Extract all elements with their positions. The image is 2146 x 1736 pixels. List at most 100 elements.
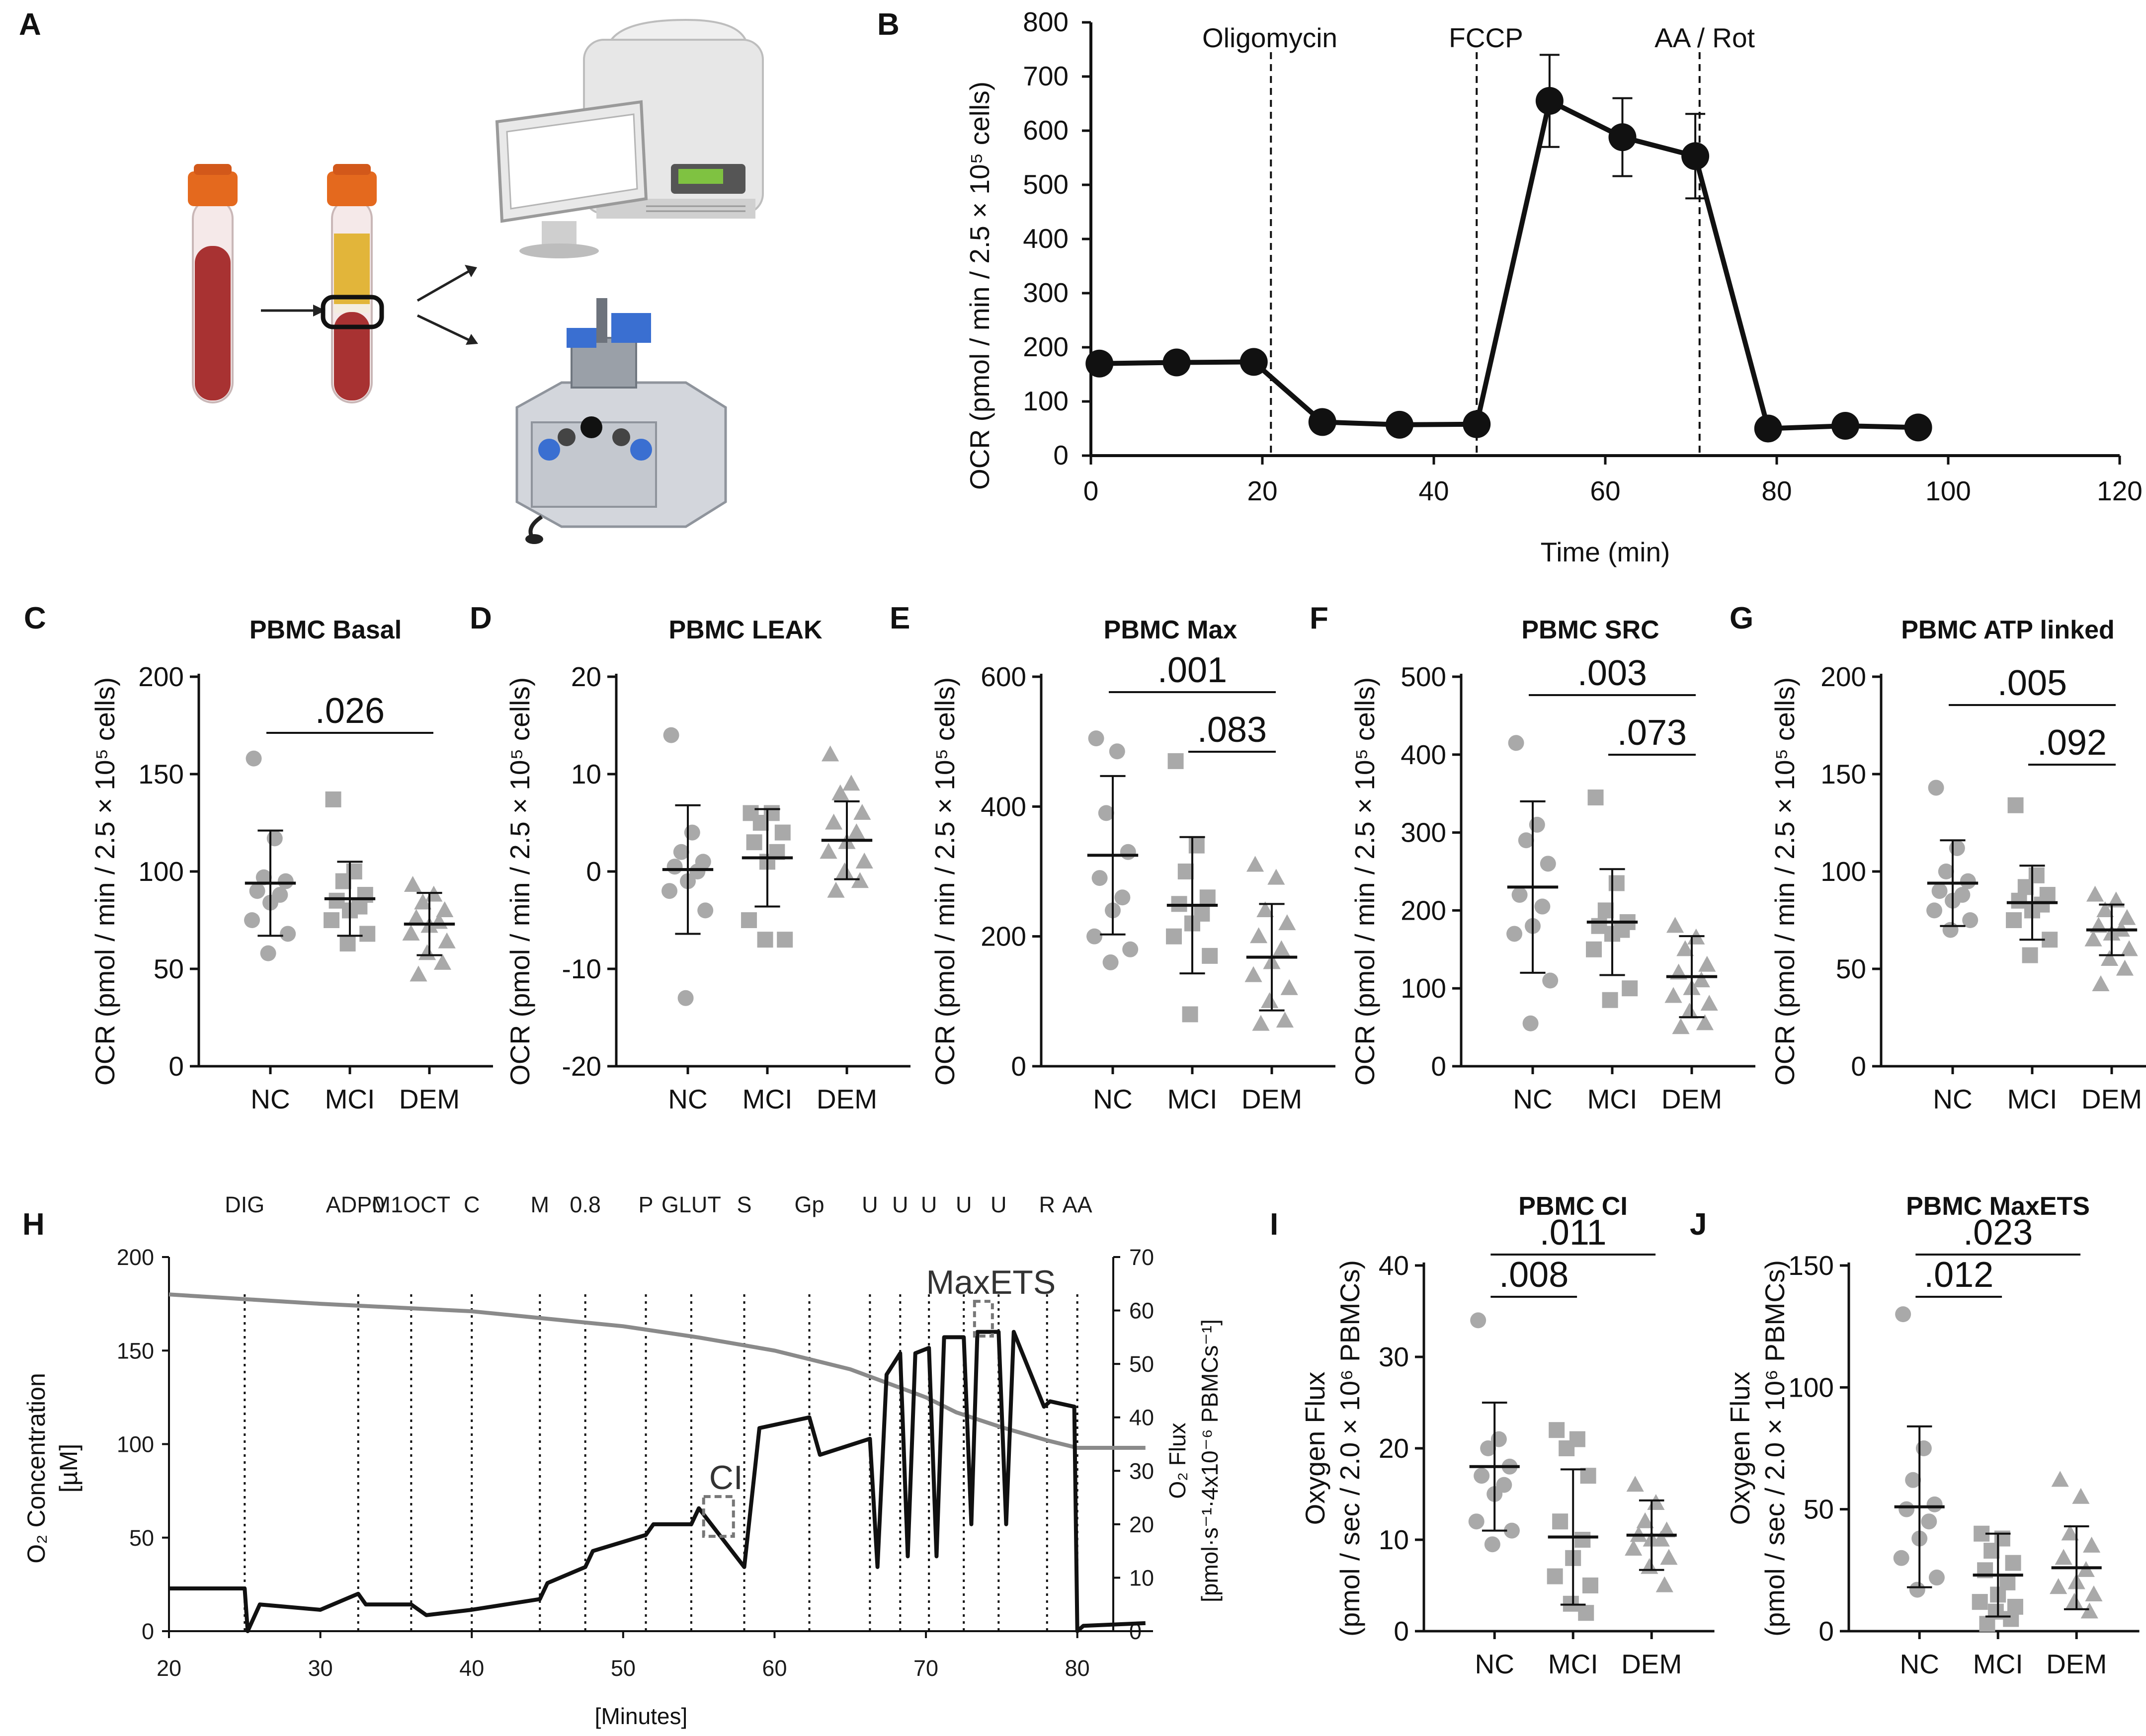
b-y-title: OCR (pmol / min / 2.5 × 10⁵ cells) bbox=[964, 81, 995, 490]
e-category-label: DEM bbox=[1241, 1084, 1302, 1114]
i-category-label: MCI bbox=[1548, 1649, 1598, 1679]
c-data-point bbox=[260, 945, 276, 961]
h-maxets-label: MaxETS bbox=[926, 1263, 1056, 1301]
f-data-point bbox=[1666, 917, 1684, 933]
g-data-point bbox=[1926, 902, 1943, 919]
b-injection-markers: Oligomycin FCCP AA / Rot bbox=[1202, 22, 1755, 456]
g-data-point bbox=[2101, 950, 2119, 966]
f-data-point bbox=[1681, 1002, 1699, 1019]
j-data-point bbox=[1983, 1543, 2000, 1559]
b-data-point bbox=[1754, 414, 1782, 443]
e-data-point bbox=[1122, 941, 1139, 957]
h-o2-flux-trace bbox=[169, 1330, 1146, 1633]
g-y-tick-label: 150 bbox=[1820, 759, 1866, 789]
f-data-point bbox=[1508, 735, 1524, 751]
e-y-tick-label: 0 bbox=[1011, 1051, 1026, 1082]
h-ticks: 20 30 40 50 60 70 8005010015020001020304050607… bbox=[117, 1245, 1154, 1681]
e-data-point bbox=[1091, 870, 1108, 886]
c-data-point bbox=[410, 965, 427, 982]
j-data-point bbox=[1972, 1594, 1988, 1610]
j-data-point bbox=[2061, 1524, 2079, 1541]
h-event-label: M bbox=[531, 1192, 550, 1217]
b-data-point bbox=[1162, 348, 1191, 377]
i-data-point bbox=[1582, 1578, 1598, 1593]
g-data-point bbox=[2086, 885, 2104, 902]
c-data-point bbox=[404, 876, 422, 892]
j-title: PBMC MaxETS bbox=[1906, 1192, 2090, 1221]
g-data-point bbox=[2084, 930, 2102, 947]
j-y-tick-label: 100 bbox=[1788, 1372, 1834, 1403]
f-y-tick-label: 100 bbox=[1401, 973, 1446, 1004]
e-data-point bbox=[1177, 864, 1194, 879]
c-category-label: DEM bbox=[399, 1084, 460, 1114]
g-y-title: OCR (pmol / min / 2.5 × 10⁵ cells) bbox=[1769, 677, 1800, 1086]
e-data-point bbox=[1120, 844, 1136, 860]
j-y-title-unit: (pmol / sec / 2.0 × 10⁶ PBMCs) bbox=[1759, 1260, 1790, 1637]
f-data-point bbox=[1608, 875, 1625, 891]
e-data-point bbox=[1182, 1006, 1198, 1023]
b-x-tick-label: 80 bbox=[1761, 475, 1792, 506]
d-y-tick-label: -10 bbox=[562, 953, 602, 984]
pbmc-layer-highlight bbox=[321, 295, 384, 329]
b-series bbox=[1085, 54, 1932, 443]
b-data-point bbox=[1308, 408, 1336, 436]
j-data-point bbox=[1895, 1306, 1911, 1323]
f-data-point bbox=[1622, 980, 1638, 997]
panel-label-i: I bbox=[1270, 1207, 1278, 1242]
c-data-point bbox=[244, 912, 260, 928]
f-data-point bbox=[1529, 816, 1545, 833]
h-event-label: U bbox=[892, 1192, 908, 1217]
panel-label-d: D bbox=[470, 601, 492, 635]
panel-f-dot-plot: PBMC SRC OCR (pmol / min / 2.5 × 10⁵ cell… bbox=[1349, 616, 1755, 1114]
panel-c-dot-plot: PBMC Basal OCR (pmol / min / 2.5 × 10⁵ ce… bbox=[89, 616, 493, 1114]
e-data-point bbox=[1199, 889, 1216, 906]
i-y-title: Oxygen Flux bbox=[1300, 1372, 1330, 1525]
h-x-tick-label: 70 bbox=[913, 1656, 938, 1681]
g-data-point bbox=[2120, 940, 2138, 956]
b-x-tick-label: 0 bbox=[1083, 475, 1099, 506]
b-ocr-line bbox=[1099, 97, 1918, 431]
h-right-tick-label: 70 bbox=[1129, 1245, 1154, 1270]
b-y-tick-label: 100 bbox=[1023, 386, 1069, 416]
e-title: PBMC Max bbox=[1104, 616, 1238, 644]
seahorse-analyzer-icon bbox=[495, 18, 764, 258]
f-y-tick-label: 0 bbox=[1431, 1051, 1446, 1082]
g-data-point bbox=[1962, 912, 1979, 928]
h-event-label: U bbox=[990, 1192, 1007, 1217]
blood-tube-icon bbox=[188, 164, 238, 403]
b-injection-label: AA / Rot bbox=[1654, 22, 1755, 53]
f-data-point bbox=[1696, 1014, 1714, 1030]
b-data-point bbox=[1681, 142, 1710, 170]
b-x-ticks: 0 20 40 60 80 100 120 bbox=[1083, 456, 2143, 506]
g-data-point bbox=[2006, 912, 2022, 928]
i-data-point bbox=[1578, 1605, 1594, 1621]
panel-j-dot-plot: PBMC MaxETS Oxygen Flux (pmol / sec / 2.0 … bbox=[1725, 1192, 2140, 1679]
b-data-point bbox=[1535, 87, 1564, 115]
j-data-point bbox=[1905, 1472, 1921, 1488]
c-data-point bbox=[335, 873, 351, 889]
g-data-point bbox=[2022, 947, 2038, 963]
j-data-point bbox=[1921, 1513, 1937, 1530]
j-data-point bbox=[2051, 1471, 2069, 1487]
c-data-point bbox=[414, 893, 432, 910]
i-data-point bbox=[1625, 1540, 1643, 1556]
h-ci-box bbox=[702, 1495, 735, 1538]
d-category-label: MCI bbox=[743, 1084, 793, 1114]
h-x-tick-label: 30 bbox=[308, 1656, 333, 1681]
f-data-point bbox=[1534, 898, 1551, 915]
h-event-label: AA bbox=[1063, 1192, 1092, 1217]
f-y-tick-label: 200 bbox=[1401, 895, 1446, 926]
h-right-title: O₂ Flux bbox=[1164, 1422, 1190, 1499]
i-data-point bbox=[1470, 1312, 1486, 1329]
g-data-point bbox=[2107, 891, 2125, 908]
j-p-value: .012 bbox=[1924, 1255, 1993, 1295]
b-data-point bbox=[1463, 410, 1491, 438]
i-p-value: .011 bbox=[1540, 1213, 1607, 1253]
b-y-tick-label: 0 bbox=[1053, 440, 1069, 471]
d-data-point bbox=[757, 932, 773, 948]
e-category-label: NC bbox=[1093, 1084, 1132, 1114]
i-data-point bbox=[1655, 1576, 1673, 1592]
g-category-label: NC bbox=[1933, 1084, 1972, 1114]
d-data-point bbox=[825, 813, 843, 830]
